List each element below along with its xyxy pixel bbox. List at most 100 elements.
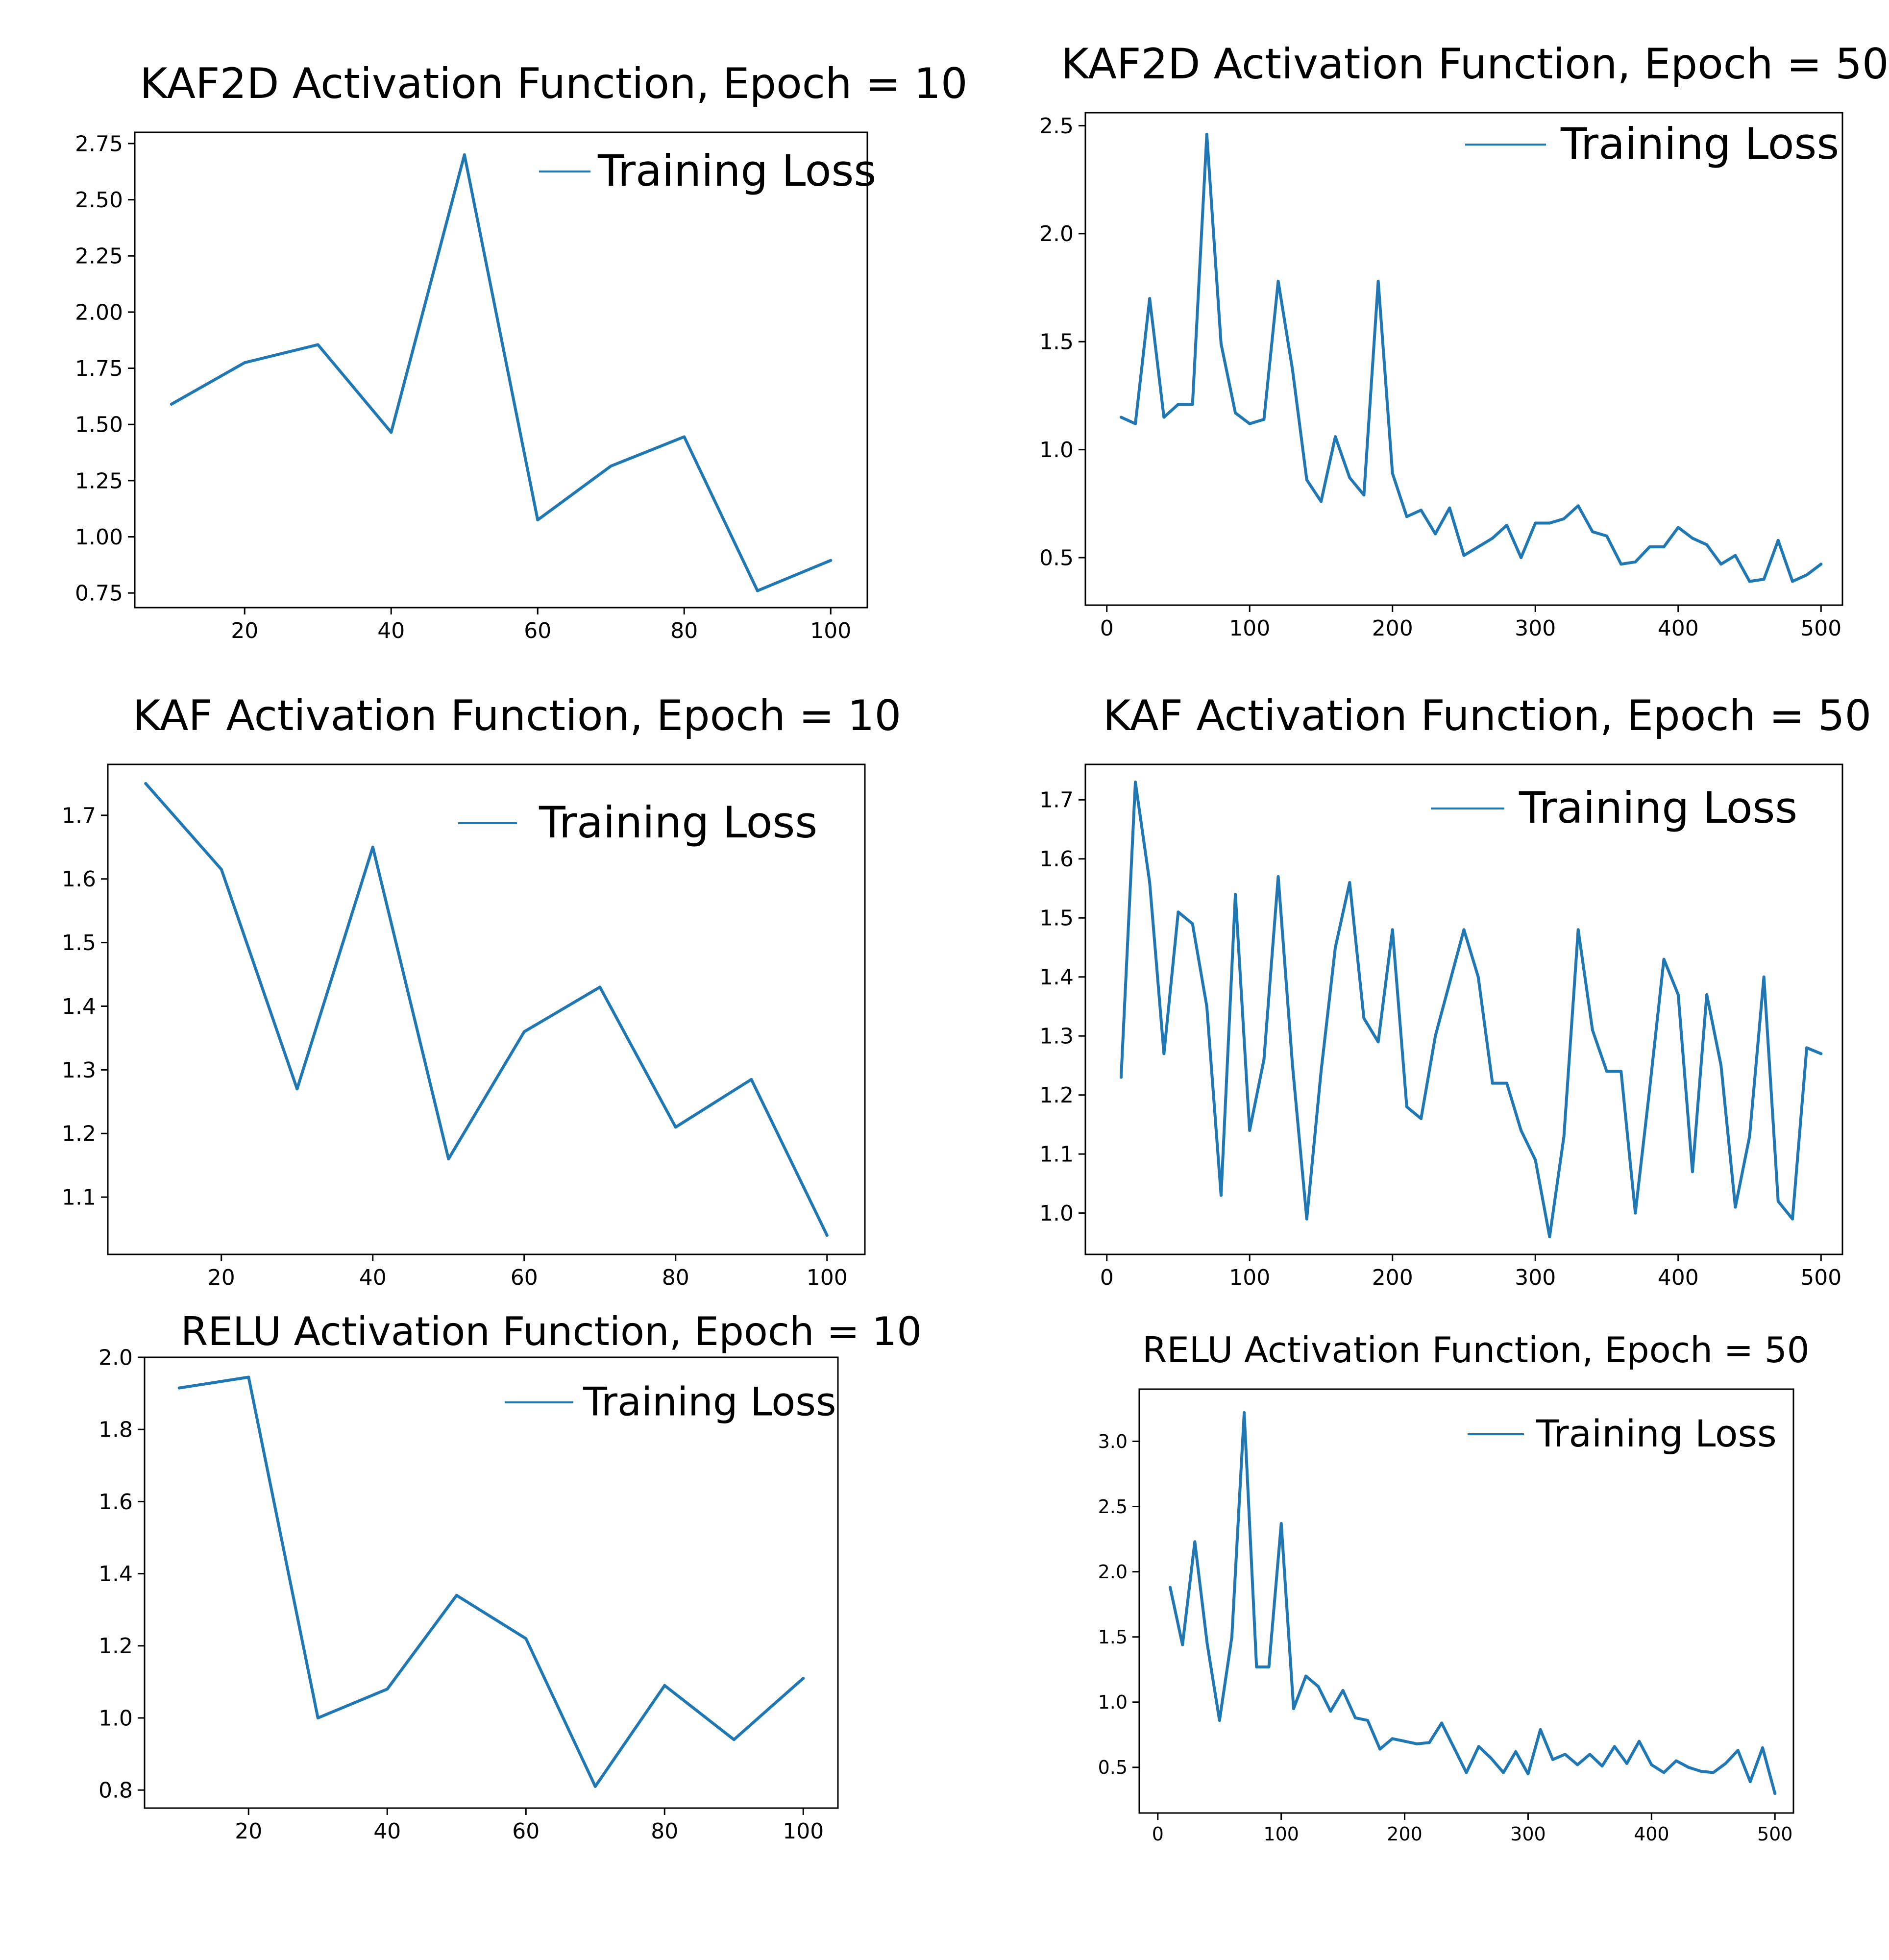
- data-point: [1576, 928, 1580, 931]
- data-point: [1562, 517, 1566, 520]
- y-tick-label: 0.5: [1098, 1757, 1128, 1778]
- x-tick-label: 200: [1387, 1823, 1423, 1845]
- data-point: [447, 1157, 450, 1161]
- data-point: [1719, 1064, 1723, 1067]
- data-point: [1119, 1076, 1123, 1079]
- data-point: [1539, 1728, 1542, 1731]
- x-tick-label: 100: [783, 1819, 824, 1844]
- x-tick-label: 200: [1372, 1265, 1413, 1290]
- data-point: [1724, 1762, 1727, 1765]
- y-tick-label: 1.7: [1039, 788, 1074, 813]
- data-point: [1291, 1064, 1294, 1067]
- y-tick-label: 2.5: [1039, 114, 1074, 139]
- data-point: [1291, 368, 1294, 371]
- data-point: [1191, 403, 1194, 406]
- y-tick-label: 3.0: [1098, 1431, 1128, 1452]
- series-line: [1169, 1411, 1777, 1795]
- data-point: [1448, 981, 1451, 984]
- y-tick-label: 1.4: [62, 994, 96, 1019]
- x-tick-label: 400: [1634, 1823, 1669, 1845]
- y-tick-label: 1.50: [75, 413, 123, 438]
- x-tick-label: 500: [1800, 616, 1841, 641]
- data-point: [802, 1677, 805, 1680]
- data-point: [1773, 1792, 1777, 1795]
- data-point: [663, 1684, 666, 1687]
- data-point: [1334, 946, 1337, 949]
- data-point: [1181, 1643, 1184, 1646]
- data-point: [1292, 1707, 1295, 1711]
- data-point: [683, 435, 686, 439]
- data-point: [1218, 1719, 1221, 1722]
- data-point: [1605, 534, 1609, 538]
- data-point: [732, 1738, 736, 1741]
- data-point: [1489, 1757, 1493, 1760]
- data-point: [243, 361, 246, 365]
- series-line: [144, 782, 829, 1237]
- data-point: [144, 782, 147, 785]
- data-point: [1591, 530, 1594, 534]
- chart-panel-1: KAF2D Activation Function, Epoch = 10 20 4…: [75, 59, 968, 643]
- data-point: [1491, 1081, 1494, 1085]
- data-point: [1230, 1635, 1233, 1639]
- data-point: [1687, 1765, 1690, 1769]
- y-tick-label: 1.5: [1039, 330, 1074, 355]
- data-point: [1736, 1749, 1740, 1752]
- data-point: [1134, 781, 1137, 784]
- data-point: [1405, 515, 1408, 518]
- y-tick-label: 2.50: [75, 188, 123, 213]
- data-point: [1267, 1665, 1271, 1668]
- x-tick-label: 60: [512, 1819, 540, 1844]
- x-tick-label: 40: [359, 1265, 387, 1290]
- data-point: [1341, 1689, 1345, 1692]
- data-point: [1415, 1742, 1419, 1745]
- data-point: [756, 589, 759, 592]
- data-point: [1502, 1771, 1505, 1774]
- data-point: [1564, 1753, 1567, 1756]
- data-point: [1662, 1771, 1666, 1774]
- y-tick-label: 1.6: [62, 867, 96, 892]
- legend-label: Training Loss: [597, 146, 876, 196]
- data-point: [1619, 1070, 1623, 1073]
- data-point: [1691, 1170, 1694, 1174]
- data-point: [1362, 1017, 1366, 1020]
- x-tick-label: 500: [1757, 1823, 1793, 1845]
- y-tick-label: 1.2: [98, 1634, 133, 1659]
- y-tick-label: 1.3: [1039, 1024, 1074, 1049]
- data-point: [750, 1078, 753, 1081]
- data-point: [1676, 993, 1680, 996]
- y-tick-label: 2.0: [1039, 221, 1074, 246]
- data-point: [1376, 279, 1380, 283]
- data-point: [1762, 975, 1766, 979]
- data-point: [1420, 509, 1423, 512]
- data-point: [1391, 472, 1394, 475]
- y-tick-label: 1.7: [62, 803, 96, 828]
- data-point: [1317, 1685, 1320, 1688]
- data-point: [1378, 1747, 1382, 1751]
- data-point: [1719, 563, 1723, 566]
- data-point: [1205, 1642, 1209, 1645]
- x-tick-label: 100: [807, 1265, 848, 1290]
- data-point: [1162, 1052, 1166, 1055]
- data-point: [1353, 1716, 1357, 1719]
- data-point: [1748, 1780, 1752, 1784]
- data-point: [1440, 1721, 1444, 1725]
- axes-frame: [107, 763, 866, 1255]
- data-point: [371, 845, 374, 849]
- data-point: [177, 1386, 181, 1390]
- data-point: [1748, 580, 1751, 583]
- x-tick-label: 0: [1100, 1265, 1114, 1290]
- data-point: [295, 1087, 299, 1091]
- x-tick-label: 0: [1100, 616, 1114, 641]
- y-tick-label: 1.2: [62, 1122, 96, 1147]
- data-point: [1234, 893, 1237, 896]
- data-point: [1319, 1070, 1323, 1073]
- y-tick-label: 1.0: [1039, 1201, 1074, 1226]
- data-point: [1234, 411, 1237, 415]
- legend-label: Training Loss: [1536, 1412, 1777, 1455]
- data-point: [593, 1785, 597, 1788]
- data-point: [1248, 422, 1251, 425]
- data-point: [1705, 543, 1709, 546]
- data-point: [1219, 1194, 1223, 1197]
- y-tick-label: 1.4: [1039, 965, 1074, 990]
